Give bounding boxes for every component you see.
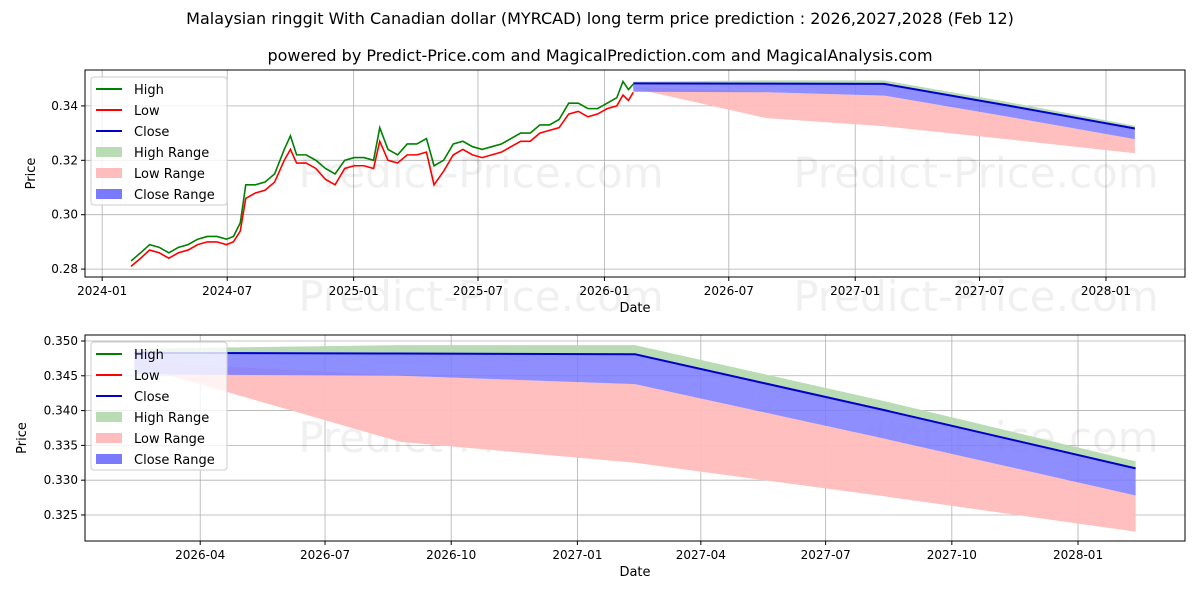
plot-1: 2026-04 2026-07 2026-10 2027-01 2027-04 2027-… <box>15 334 1186 580</box>
plot-0: 2024-01 2024-07 2025-01 2025-07 2026-01 2026-… <box>24 69 1186 321</box>
watermark: Predict-Price.com <box>793 272 1158 321</box>
legend-swatch-area <box>96 147 122 157</box>
close-line <box>134 351 1136 470</box>
y-tick-label: 0.330 <box>44 473 78 487</box>
y-tick-label: 0.345 <box>44 369 78 383</box>
legend-swatch-area <box>96 168 122 178</box>
x-tick-label: 2025-07 <box>453 284 503 298</box>
x-tick-label: 2027-01 <box>830 284 880 298</box>
watermark: Predict-Price.com <box>298 149 663 198</box>
x-tick-label: 2027-07 <box>954 284 1004 298</box>
y-tick-label: 0.28 <box>51 262 78 276</box>
low-range-area <box>134 361 1136 532</box>
watermark: Predict-Price.com <box>793 149 1158 198</box>
x-tick-label: 2028-01 <box>1081 284 1131 298</box>
close-line <box>633 82 1136 130</box>
x-tick-label: 2027-04 <box>676 548 726 562</box>
y-tick-label: 0.30 <box>51 208 78 222</box>
legend-label-low: Low <box>134 369 160 384</box>
x-tick-label: 2027-01 <box>552 548 602 562</box>
legend: High Low Close High Range Low Range Close Ran… <box>90 76 228 206</box>
x-tick-label: 2024-07 <box>202 284 252 298</box>
plot-frame <box>84 69 1186 278</box>
legend-swatch-area <box>96 454 122 464</box>
legend-swatch-area <box>96 412 122 422</box>
legend-label-high-range: High Range <box>134 146 209 161</box>
legend-swatch-area <box>96 433 122 443</box>
legend-label-low: Low <box>134 104 160 119</box>
y-tick-label: 0.32 <box>51 153 78 167</box>
legend-label-high-range: High Range <box>134 411 209 426</box>
x-tick-label: 2027-10 <box>927 548 977 562</box>
x-tick-label: 2026-07 <box>704 284 754 298</box>
x-tick-label: 2026-07 <box>300 548 350 562</box>
y-tick-label: 0.34 <box>51 99 78 113</box>
legend-label-close: Close <box>134 125 169 140</box>
x-tick-label: 2025-01 <box>329 284 379 298</box>
x-tick-label: 2026-04 <box>175 548 225 562</box>
x-tick-label: 2027-07 <box>801 548 851 562</box>
watermark: Predict-Price.com <box>298 272 663 321</box>
x-axis-label: Date <box>619 301 650 316</box>
y-tick-label: 0.350 <box>44 334 78 348</box>
plot-frame <box>84 334 1186 542</box>
y-tick-label: 0.340 <box>44 404 78 418</box>
low-range-area <box>633 86 1135 154</box>
high-line <box>130 79 634 262</box>
legend-label-close: Close <box>134 390 169 405</box>
y-axis-label: Price <box>15 422 30 454</box>
close-range-area <box>134 352 1136 496</box>
legend-swatch-area <box>96 189 122 199</box>
x-tick-label: 2028-01 <box>1053 548 1103 562</box>
legend-label-high: High <box>134 83 164 98</box>
y-axis-label: Price <box>24 158 39 190</box>
legend-box <box>90 76 228 206</box>
series-group <box>130 79 1136 268</box>
legend-label-close-range: Close Range <box>134 188 215 203</box>
low-line <box>130 91 634 268</box>
x-tick-label: 2026-10 <box>426 548 476 562</box>
x-axis-label: Date <box>619 565 650 580</box>
legend-label-high: High <box>134 348 164 363</box>
series-group <box>134 345 1136 532</box>
legend-label-close-range: Close Range <box>134 453 215 468</box>
chart-title: Malaysian ringgit With Canadian dollar (… <box>186 9 1014 28</box>
y-tick-label: 0.335 <box>44 438 78 452</box>
legend-label-low-range: Low Range <box>134 167 205 182</box>
y-tick-label: 0.325 <box>44 508 78 522</box>
x-tick-label: 2024-01 <box>77 284 127 298</box>
x-tick-label: 2026-01 <box>579 284 629 298</box>
chart-subtitle: powered by Predict-Price.com and Magical… <box>267 46 933 65</box>
legend-box <box>90 341 228 471</box>
legend: High Low Close High Range Low Range Close Ran… <box>90 341 228 471</box>
legend-label-low-range: Low Range <box>134 432 205 447</box>
